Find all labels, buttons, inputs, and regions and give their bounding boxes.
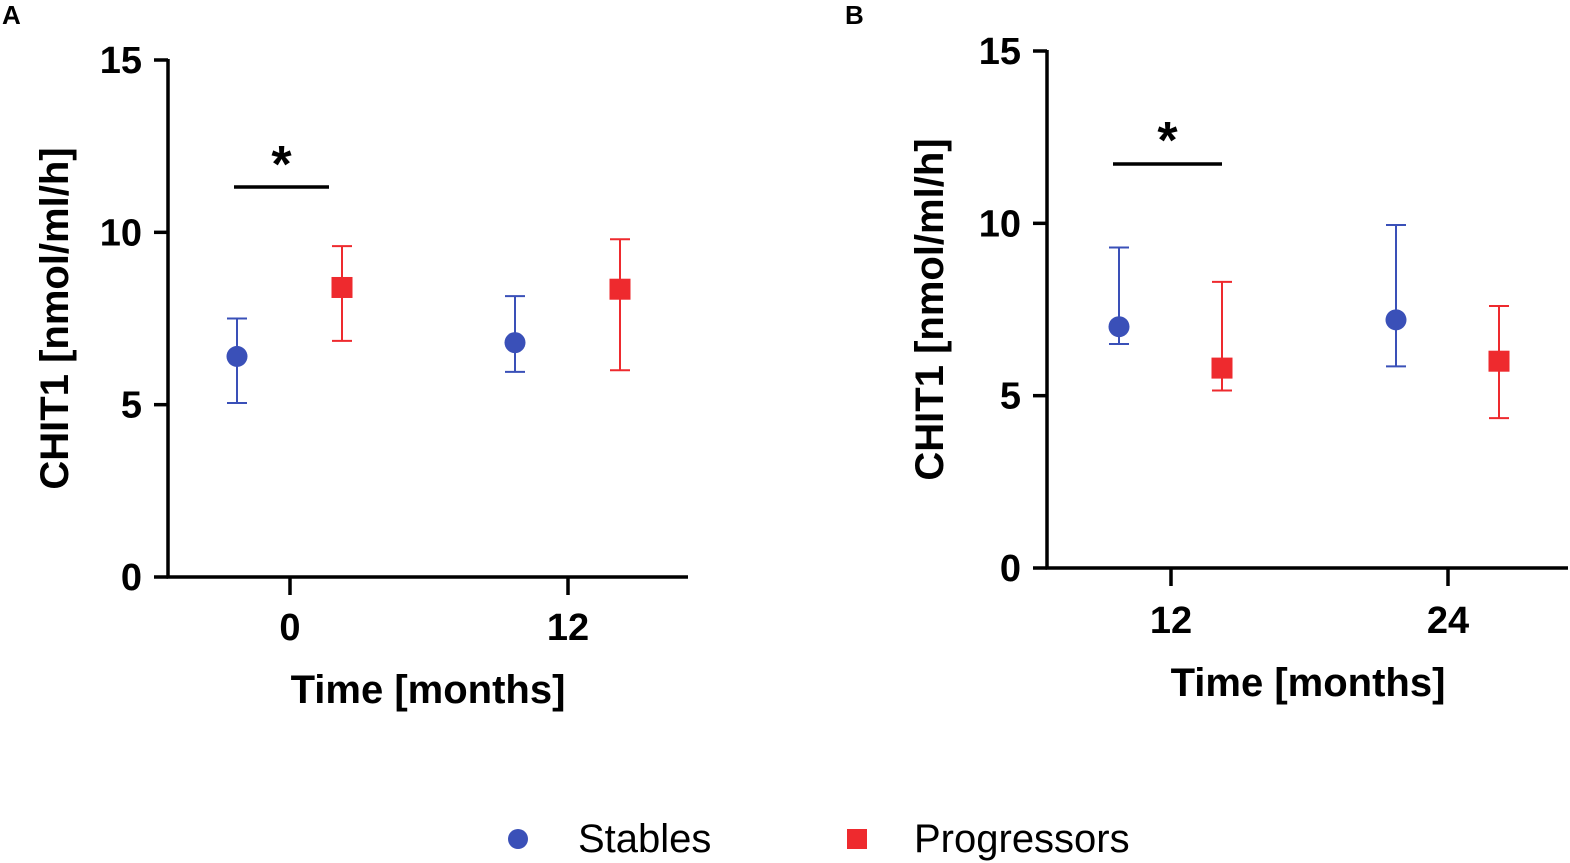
y-tick-label-0: 0 [1000,548,1021,590]
data-point-progressors-12 [609,278,631,300]
x-tick-label-24: 24 [1427,600,1469,642]
x-tick-label-12: 12 [547,607,589,649]
legend-marker-stables [508,829,528,849]
y-tick-label-15: 15 [100,40,142,82]
significance-star: * [1157,112,1178,170]
x-axis-title: Time [months] [291,668,566,712]
data-point-progressors-24 [1488,350,1510,372]
data-point-stables-24 [1385,309,1407,331]
panel-b-chart: B 0 5 10 15 12 24 Time [months] CHIT1 [nmol/ml/h… [845,0,1568,705]
data-point-progressors-12 [1211,357,1233,379]
y-axis-title: CHIT1 [nmol/ml/h] [908,138,952,480]
y-tick-label-10: 10 [979,203,1021,245]
y-axis-title: CHIT1 [nmol/ml/h] [33,147,77,489]
panel-letter: A [2,0,21,30]
y-tick-label-5: 5 [1000,376,1021,418]
data-point-stables-0 [226,345,248,367]
panel-a-chart: A 0 5 10 15 0 12 Time [months] CHIT1 [nmol/ml/h]… [2,0,688,712]
y-tick-label-5: 5 [121,385,142,427]
legend-label-progressors: Progressors [914,817,1130,861]
data-point-progressors-0 [331,276,353,298]
y-tick-label-15: 15 [979,31,1021,73]
panel-letter: B [845,0,864,30]
data-point-stables-12 [504,332,526,354]
legend-marker-progressors [847,829,867,849]
x-tick-label-0: 0 [279,607,300,649]
y-tick-label-0: 0 [121,557,142,599]
legend: Stables Progressors [508,817,1130,861]
legend-label-stables: Stables [578,817,711,861]
y-tick-label-10: 10 [100,212,142,254]
significance-star: * [271,136,292,194]
x-axis-title: Time [months] [1171,661,1446,705]
x-tick-label-12: 12 [1150,600,1192,642]
data-point-stables-12 [1108,316,1130,338]
